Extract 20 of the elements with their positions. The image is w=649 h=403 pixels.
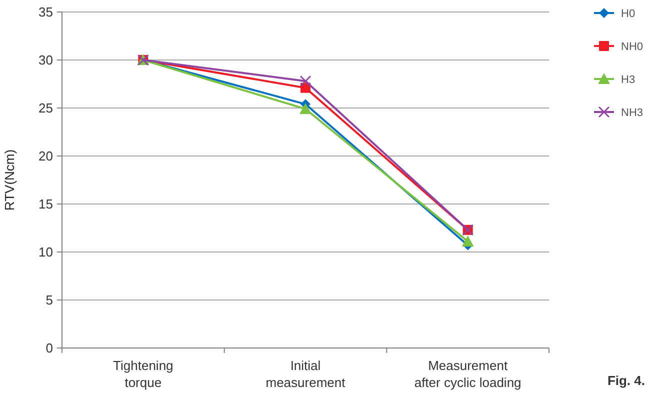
legend-label: NH3 — [621, 106, 644, 119]
y-tick-label: 35 — [38, 4, 53, 20]
x-tick-label: Measurement after cyclic loading — [414, 358, 522, 390]
y-tick-label: 5 — [46, 292, 53, 308]
point — [462, 235, 474, 246]
legend-label: H0 — [621, 8, 636, 20]
y-tick-label: 25 — [38, 100, 53, 116]
x-tick-label: Initial measurement — [266, 358, 346, 390]
y-tick-label: 15 — [38, 196, 53, 212]
legend-label: H3 — [621, 74, 636, 86]
y-tick-label: 0 — [46, 340, 53, 356]
y-tick-label: 30 — [38, 52, 53, 68]
y-axis-title: RTV(Ncm) — [2, 149, 17, 211]
caption: Fig. 4. — [607, 373, 645, 388]
x-tick-label: Tightening torque — [113, 358, 174, 390]
point — [300, 102, 312, 114]
y-tick-label: 20 — [38, 148, 53, 164]
y-tick-label: 10 — [38, 244, 53, 260]
legend-label: NH0 — [621, 40, 644, 53]
point — [300, 75, 312, 87]
